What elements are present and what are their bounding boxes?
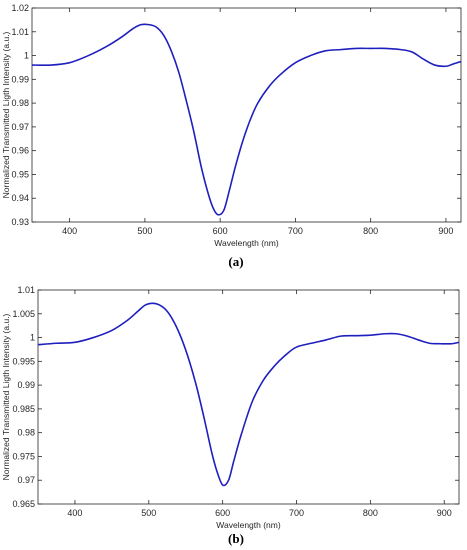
figure-caption: (a): [228, 254, 243, 269]
chart-b: 400 500 600 700 800 900 0.965 0.97 0.975 0.98 0.98…: [1, 285, 460, 546]
y-tick-label: 0.93: [11, 217, 29, 227]
x-tick-label: 900: [437, 508, 452, 518]
y-tick-label: 0.95: [11, 169, 29, 179]
y-axis-title: Normalized Transmitted Ligth Intensity (…: [1, 31, 11, 198]
series-line: [38, 302, 459, 487]
x-tick-label: 700: [288, 226, 303, 236]
y-tick-label: 1: [24, 51, 29, 61]
x-tick-label: 600: [215, 508, 230, 518]
y-tick-label: 0.975: [12, 451, 35, 461]
x-axis-title: Wavelength (nm): [214, 238, 279, 248]
y-tick-label: 0.99: [17, 380, 35, 390]
x-tick-label: 800: [363, 226, 378, 236]
x-tick-label: 500: [137, 226, 152, 236]
series-line: [32, 23, 461, 216]
y-tick-label: 1.005: [12, 309, 35, 319]
y-axis-title: Normalized Transmitted Ligth Intensity (…: [1, 313, 11, 480]
x-axis-title: Wavelength (nm): [216, 520, 281, 530]
x-tick-label: 400: [62, 226, 77, 236]
x-tick-label: 900: [438, 226, 453, 236]
y-tick-label: 0.965: [12, 499, 35, 509]
x-tick-label: 500: [141, 508, 156, 518]
chart-a: 400 500 600 700 800 900 0.93 0.94 0.95 0.96 0.97 0.…: [1, 3, 462, 269]
y-tick-label: 0.94: [11, 193, 29, 203]
y-tick-label: 0.99: [11, 74, 29, 84]
x-tick-label: 700: [289, 508, 304, 518]
x-tick-label: 400: [67, 508, 82, 518]
y-tick-label: 1.01: [11, 27, 29, 37]
y-tick-label: 1.02: [11, 3, 29, 13]
y-tick-label: 0.985: [12, 404, 35, 414]
y-tick-label: 0.98: [17, 428, 35, 438]
y-tick-label: 0.995: [12, 356, 35, 366]
plot-frame: [37, 289, 460, 505]
y-tick-label: 0.98: [11, 98, 29, 108]
y-tick-label: 1: [30, 333, 35, 343]
figure-caption: (b): [228, 531, 244, 546]
x-tick-label: 600: [213, 226, 228, 236]
y-tick-label: 0.97: [11, 122, 29, 132]
y-tick-label: 0.96: [11, 146, 29, 156]
y-tick-label: 0.97: [17, 475, 35, 485]
x-tick-label: 800: [363, 508, 378, 518]
y-tick-label: 1.01: [17, 285, 35, 295]
plot-frame: [31, 7, 462, 223]
